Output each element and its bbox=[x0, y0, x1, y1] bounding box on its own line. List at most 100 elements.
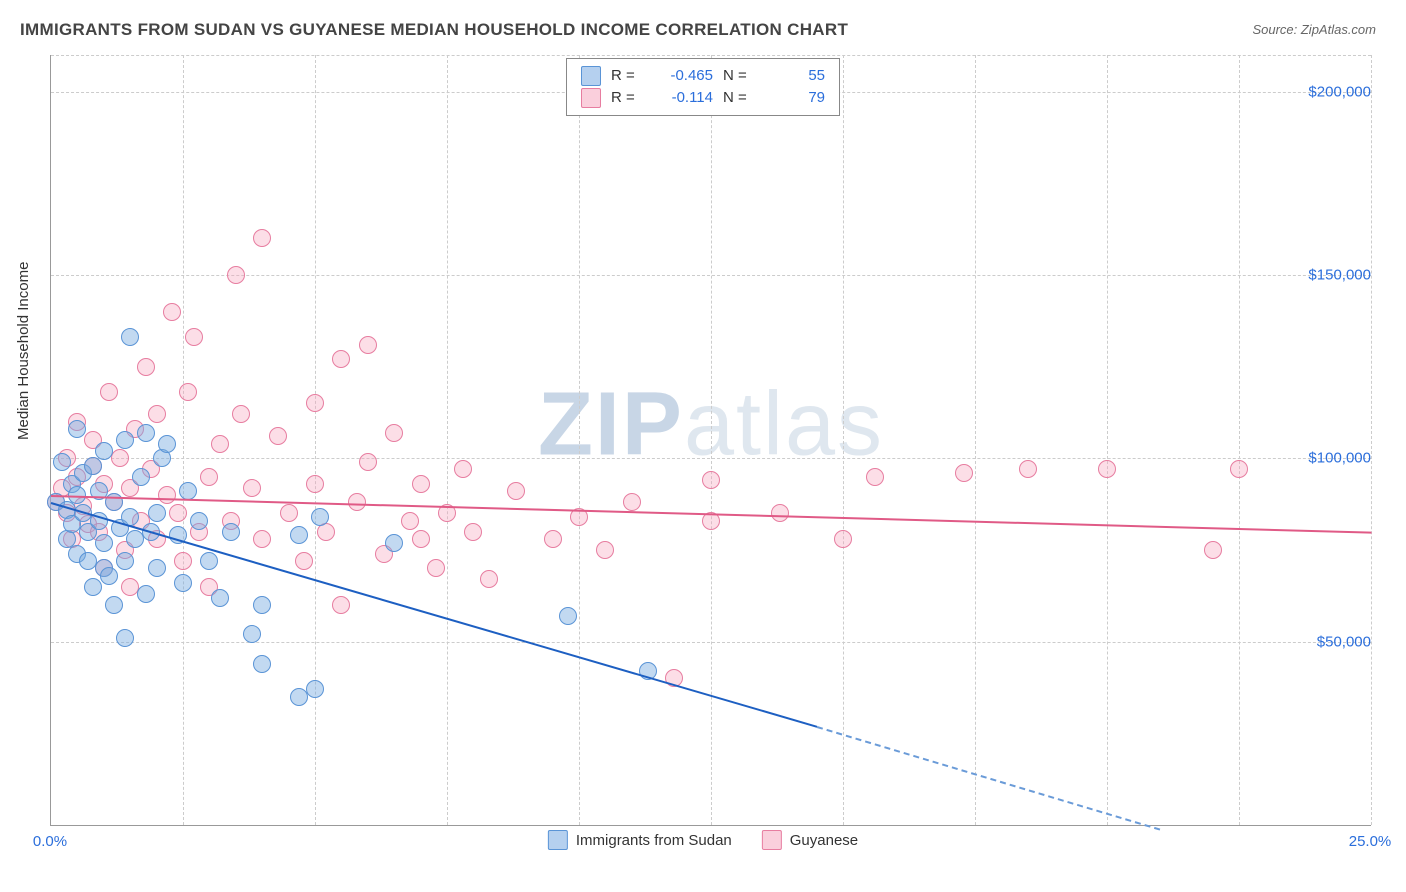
scatter-point-guyanese bbox=[401, 512, 419, 530]
scatter-point-guyanese bbox=[295, 552, 313, 570]
scatter-point-sudan bbox=[137, 585, 155, 603]
scatter-point-guyanese bbox=[464, 523, 482, 541]
scatter-point-guyanese bbox=[243, 479, 261, 497]
y-axis-title: Median Household Income bbox=[15, 262, 32, 440]
y-tick-label: $100,000 bbox=[1308, 450, 1371, 467]
guyanese-r-value: -0.114 bbox=[653, 87, 713, 109]
scatter-point-sudan bbox=[158, 435, 176, 453]
scatter-point-guyanese bbox=[100, 383, 118, 401]
scatter-point-sudan bbox=[179, 482, 197, 500]
scatter-point-guyanese bbox=[148, 405, 166, 423]
scatter-point-guyanese bbox=[412, 475, 430, 493]
scatter-point-sudan bbox=[68, 420, 86, 438]
scatter-point-sudan bbox=[132, 468, 150, 486]
scatter-point-sudan bbox=[148, 504, 166, 522]
gridline-v bbox=[447, 55, 448, 825]
x-tick-label: 0.0% bbox=[33, 833, 67, 850]
legend-item-sudan: Immigrants from Sudan bbox=[548, 830, 732, 850]
legend-stats: R = -0.465 N = 55 R = -0.114 N = 79 bbox=[566, 58, 840, 116]
regression-line-sudan bbox=[51, 502, 817, 728]
scatter-point-guyanese bbox=[507, 482, 525, 500]
scatter-point-guyanese bbox=[427, 559, 445, 577]
legend-stats-row-guyanese: R = -0.114 N = 79 bbox=[581, 87, 825, 109]
scatter-point-sudan bbox=[190, 512, 208, 530]
scatter-point-guyanese bbox=[544, 530, 562, 548]
scatter-point-guyanese bbox=[232, 405, 250, 423]
scatter-point-sudan bbox=[253, 655, 271, 673]
scatter-point-sudan bbox=[116, 431, 134, 449]
gridline-v bbox=[183, 55, 184, 825]
y-tick-label: $150,000 bbox=[1308, 267, 1371, 284]
scatter-point-guyanese bbox=[332, 350, 350, 368]
scatter-point-guyanese bbox=[1204, 541, 1222, 559]
scatter-point-guyanese bbox=[454, 460, 472, 478]
sudan-r-value: -0.465 bbox=[653, 65, 713, 87]
scatter-point-guyanese bbox=[174, 552, 192, 570]
gridline-v bbox=[843, 55, 844, 825]
scatter-point-guyanese bbox=[280, 504, 298, 522]
gridline-v bbox=[1107, 55, 1108, 825]
r-label: R = bbox=[611, 87, 643, 109]
legend-item-guyanese: Guyanese bbox=[762, 830, 858, 850]
scatter-point-sudan bbox=[116, 629, 134, 647]
source-label: Source: bbox=[1252, 22, 1300, 37]
legend-label-guyanese: Guyanese bbox=[790, 832, 858, 849]
scatter-point-sudan bbox=[306, 680, 324, 698]
scatter-point-sudan bbox=[290, 526, 308, 544]
scatter-point-guyanese bbox=[480, 570, 498, 588]
gridline-v bbox=[579, 55, 580, 825]
x-tick-label: 25.0% bbox=[1349, 833, 1392, 850]
regression-line-sudan-extrapolated bbox=[816, 726, 1160, 831]
scatter-point-guyanese bbox=[306, 394, 324, 412]
scatter-point-guyanese bbox=[163, 303, 181, 321]
scatter-point-guyanese bbox=[253, 530, 271, 548]
scatter-point-guyanese bbox=[111, 449, 129, 467]
scatter-point-guyanese bbox=[359, 453, 377, 471]
scatter-point-sudan bbox=[105, 596, 123, 614]
swatch-blue-icon bbox=[581, 66, 601, 86]
scatter-point-sudan bbox=[211, 589, 229, 607]
scatter-point-guyanese bbox=[179, 383, 197, 401]
scatter-point-guyanese bbox=[306, 475, 324, 493]
scatter-point-guyanese bbox=[269, 427, 287, 445]
scatter-point-sudan bbox=[385, 534, 403, 552]
scatter-point-sudan bbox=[559, 607, 577, 625]
scatter-point-guyanese bbox=[596, 541, 614, 559]
scatter-point-sudan bbox=[311, 508, 329, 526]
scatter-point-sudan bbox=[121, 328, 139, 346]
scatter-point-sudan bbox=[253, 596, 271, 614]
scatter-point-guyanese bbox=[359, 336, 377, 354]
scatter-point-guyanese bbox=[211, 435, 229, 453]
scatter-point-sudan bbox=[243, 625, 261, 643]
scatter-point-guyanese bbox=[385, 424, 403, 442]
scatter-point-guyanese bbox=[200, 468, 218, 486]
scatter-point-guyanese bbox=[866, 468, 884, 486]
swatch-blue-icon bbox=[548, 830, 568, 850]
gridline-v bbox=[711, 55, 712, 825]
scatter-point-sudan bbox=[174, 574, 192, 592]
scatter-point-guyanese bbox=[955, 464, 973, 482]
legend-label-sudan: Immigrants from Sudan bbox=[576, 832, 732, 849]
scatter-point-guyanese bbox=[834, 530, 852, 548]
y-tick-label: $50,000 bbox=[1317, 633, 1371, 650]
scatter-point-sudan bbox=[222, 523, 240, 541]
y-tick-label: $200,000 bbox=[1308, 83, 1371, 100]
guyanese-n-value: 79 bbox=[765, 87, 825, 109]
r-label: R = bbox=[611, 65, 643, 87]
scatter-point-guyanese bbox=[1098, 460, 1116, 478]
plot-area: ZIPatlas bbox=[50, 55, 1371, 826]
scatter-point-sudan bbox=[100, 567, 118, 585]
scatter-point-sudan bbox=[137, 424, 155, 442]
gridline-v bbox=[1371, 55, 1372, 825]
source-name: ZipAtlas.com bbox=[1301, 22, 1376, 37]
scatter-point-guyanese bbox=[158, 486, 176, 504]
scatter-point-sudan bbox=[116, 552, 134, 570]
scatter-point-guyanese bbox=[623, 493, 641, 511]
scatter-point-sudan bbox=[53, 453, 71, 471]
scatter-point-guyanese bbox=[1019, 460, 1037, 478]
n-label: N = bbox=[723, 65, 755, 87]
legend-series: Immigrants from Sudan Guyanese bbox=[548, 830, 858, 850]
legend-stats-row-sudan: R = -0.465 N = 55 bbox=[581, 65, 825, 87]
gridline-v bbox=[315, 55, 316, 825]
scatter-point-guyanese bbox=[332, 596, 350, 614]
